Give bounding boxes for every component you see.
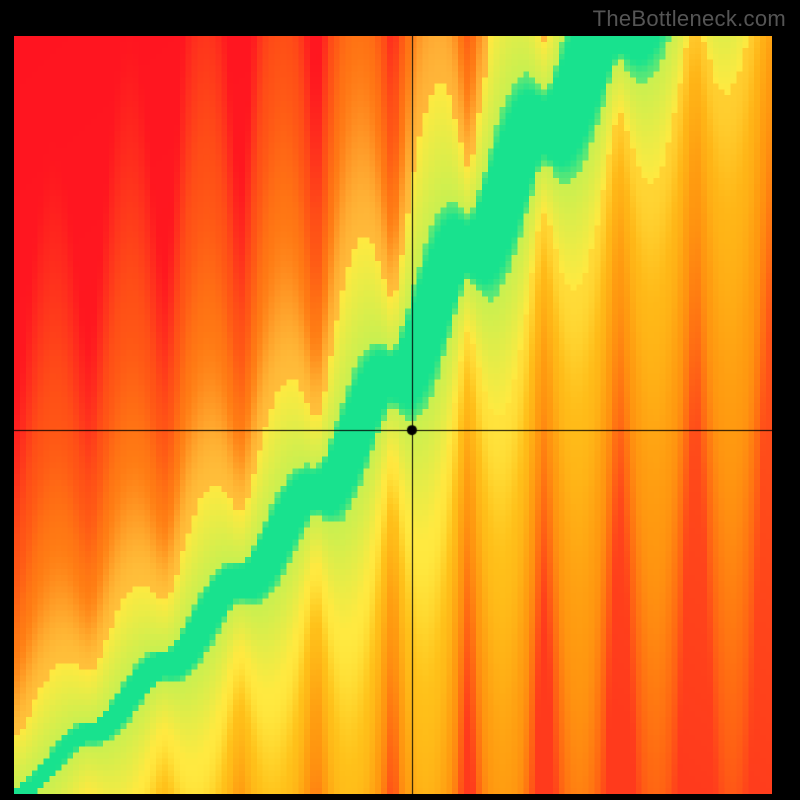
crosshair-overlay <box>14 36 772 794</box>
source-watermark: TheBottleneck.com <box>593 6 786 32</box>
chart-container: TheBottleneck.com <box>0 0 800 800</box>
